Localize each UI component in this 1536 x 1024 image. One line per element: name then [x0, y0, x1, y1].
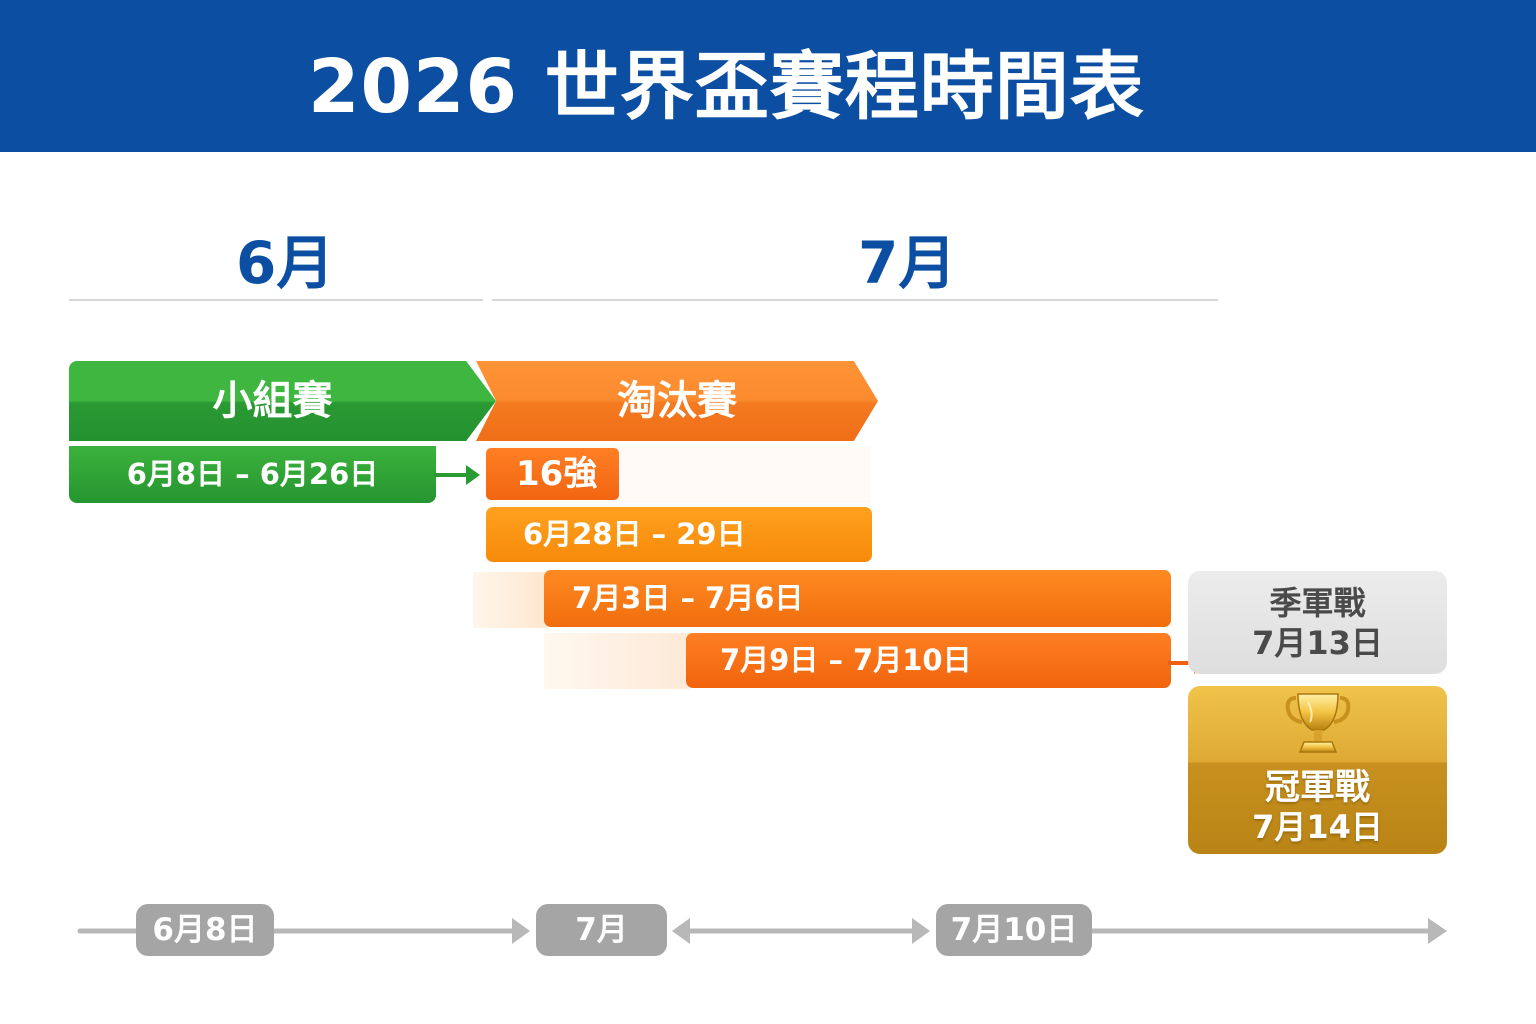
trophy-icon: [1285, 693, 1351, 753]
sf-fade: [544, 633, 689, 689]
group-stage-banner: 小組賽: [69, 361, 496, 441]
third-place-date: 7月13日: [1252, 624, 1383, 662]
final-card: 冠軍戰 7月14日: [1188, 686, 1447, 854]
group-stage-dates: 6月8日 – 6月26日: [69, 446, 436, 503]
divider-june: [69, 299, 483, 301]
round-of-16-label: 16強: [486, 448, 619, 500]
third-place-card: 季軍戰 7月13日: [1188, 571, 1447, 674]
month-label-july: 7月: [858, 229, 957, 297]
semifinal-dates: 7月9日 – 7月10日: [686, 633, 1171, 688]
third-place-label: 季軍戰: [1269, 584, 1366, 622]
header-bar: 2026 世界盃賽程時間表: [0, 0, 1536, 152]
timeline-marker-july-10: 7月10日: [936, 904, 1092, 956]
qf-fade: [473, 572, 547, 628]
month-label-june: 6月: [236, 229, 335, 297]
final-date: 7月14日: [1252, 808, 1383, 846]
timeline-marker-june-8: 6月8日: [136, 904, 274, 956]
timeline-marker-july: 7月: [536, 904, 667, 956]
group-to-r16-arrow-icon: [434, 465, 480, 485]
final-label: 冠軍戰: [1264, 768, 1370, 808]
page-title: 2026 世界盃賽程時間表: [308, 44, 1145, 130]
quarterfinal-dates: 7月3日 – 7月6日: [544, 570, 1171, 627]
knockout-stage-banner: 淘汰賽: [476, 361, 878, 441]
round-of-16-dates: 6月28日 – 29日: [486, 507, 872, 562]
divider-july: [492, 299, 1218, 301]
